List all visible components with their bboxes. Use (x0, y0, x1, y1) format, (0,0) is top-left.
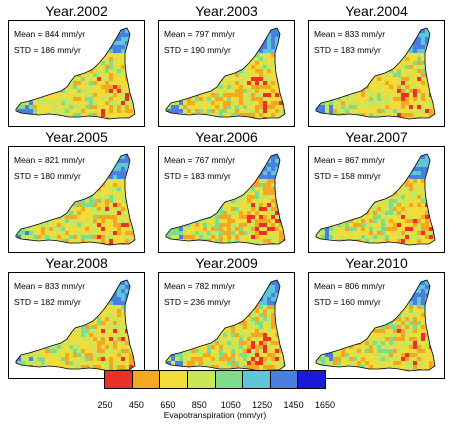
panel-year-title: Year.2009 (195, 255, 258, 271)
map-panel: Year.2005 Mean = 821 mm/yr STD = 180 mm/… (8, 128, 145, 253)
colorbar-swatch (297, 371, 325, 388)
map-panel: Year.2006 Mean = 767 mm/yr STD = 183 mm/… (158, 128, 295, 253)
std-label: STD = 182 mm/yr (14, 297, 81, 307)
std-label: STD = 183 mm/yr (164, 171, 231, 181)
panel-year-title: Year.2003 (195, 3, 258, 19)
colorbar-tick-label: 1250 (252, 400, 273, 410)
panel-year-title: Year.2008 (45, 255, 108, 271)
colorbar-swatch (214, 371, 243, 388)
panel-year-title: Year.2004 (345, 3, 408, 19)
map-panel: Year.2003 Mean = 797 mm/yr STD = 190 mm/… (158, 2, 295, 127)
panel-year-title: Year.2006 (195, 129, 258, 145)
colorbar-tick-label: 450 (128, 400, 144, 410)
colorbar (104, 370, 326, 389)
mean-label: Mean = 844 mm/yr (14, 29, 86, 39)
map-frame: Mean = 782 mm/yr STD = 236 mm/yr (158, 272, 295, 379)
map-panel: Year.2007 Mean = 867 mm/yr STD = 158 mm/… (308, 128, 445, 253)
basin-outline (315, 279, 436, 372)
colorbar-swatch (269, 371, 298, 388)
map-frame: Mean = 867 mm/yr STD = 158 mm/yr (308, 146, 445, 253)
map-frame: Mean = 833 mm/yr STD = 183 mm/yr (308, 20, 445, 127)
mean-label: Mean = 797 mm/yr (164, 29, 236, 39)
colorbar-tick-label: 1650 (314, 400, 336, 410)
basin-outline (15, 279, 136, 372)
basin-outline (315, 153, 436, 246)
basin-outline (165, 153, 286, 246)
colorbar-tick-label: 1450 (283, 400, 304, 410)
basin-map (15, 27, 136, 120)
std-label: STD = 180 mm/yr (14, 171, 81, 181)
basin-map (165, 153, 286, 246)
basin-map (315, 153, 436, 246)
mean-label: Mean = 821 mm/yr (14, 155, 86, 165)
mean-label: Mean = 867 mm/yr (314, 155, 386, 165)
basin-outline (165, 279, 286, 372)
basin-outline (165, 27, 286, 120)
basin-outline (315, 27, 436, 120)
mean-label: Mean = 833 mm/yr (14, 281, 86, 291)
map-frame: Mean = 797 mm/yr STD = 190 mm/yr (158, 20, 295, 127)
std-label: STD = 186 mm/yr (14, 45, 81, 55)
colorbar-swatch (242, 371, 270, 388)
map-panel: Year.2010 Mean = 806 mm/yr STD = 160 mm/… (308, 254, 445, 379)
basin-outline (15, 27, 136, 120)
colorbar-tick-label: 250 (97, 400, 113, 410)
map-frame: Mean = 806 mm/yr STD = 160 mm/yr (308, 272, 445, 379)
colorbar-title: Evapotranspiration (mm/yr) (163, 410, 267, 420)
map-panel: Year.2002 Mean = 844 mm/yr STD = 186 mm/… (8, 2, 145, 127)
std-label: STD = 158 mm/yr (314, 171, 381, 181)
basin-map (165, 279, 286, 372)
colorbar-swatch (105, 371, 132, 388)
panel-year-title: Year.2007 (345, 129, 408, 145)
map-panel: Year.2008 Mean = 833 mm/yr STD = 182 mm/… (8, 254, 145, 379)
map-frame: Mean = 821 mm/yr STD = 180 mm/yr (8, 146, 145, 253)
map-panel: Year.2009 Mean = 782 mm/yr STD = 236 mm/… (158, 254, 295, 379)
panel-year-title: Year.2005 (45, 129, 108, 145)
colorbar-legend: 250 450 650 850 1050 1250 1450 1650 Evapotransp… (97, 370, 335, 422)
basin-map (315, 279, 436, 372)
std-label: STD = 190 mm/yr (164, 45, 231, 55)
panel-year-title: Year.2002 (45, 3, 108, 19)
std-label: STD = 183 mm/yr (314, 45, 381, 55)
colorbar-swatch (131, 371, 160, 388)
map-frame: Mean = 833 mm/yr STD = 182 mm/yr (8, 272, 145, 379)
colorbar-tick-label: 1050 (220, 400, 241, 410)
colorbar-swatch (159, 371, 187, 388)
mean-label: Mean = 767 mm/yr (164, 155, 236, 165)
panel-year-title: Year.2010 (345, 255, 408, 271)
basin-map (15, 279, 136, 372)
map-frame: Mean = 767 mm/yr STD = 183 mm/yr (158, 146, 295, 253)
std-label: STD = 160 mm/yr (314, 297, 381, 307)
colorbar-swatch (186, 371, 215, 388)
mean-label: Mean = 833 mm/yr (314, 29, 386, 39)
basin-map (15, 153, 136, 246)
basin-map (165, 27, 286, 120)
std-label: STD = 236 mm/yr (164, 297, 231, 307)
mean-label: Mean = 806 mm/yr (314, 281, 386, 291)
colorbar-tick-label: 650 (160, 400, 176, 410)
mean-label: Mean = 782 mm/yr (164, 281, 236, 291)
map-panel: Year.2004 Mean = 833 mm/yr STD = 183 mm/… (308, 2, 445, 127)
map-frame: Mean = 844 mm/yr STD = 186 mm/yr (8, 20, 145, 127)
basin-outline (15, 153, 136, 246)
basin-map (315, 27, 436, 120)
colorbar-tick-label: 850 (191, 400, 207, 410)
